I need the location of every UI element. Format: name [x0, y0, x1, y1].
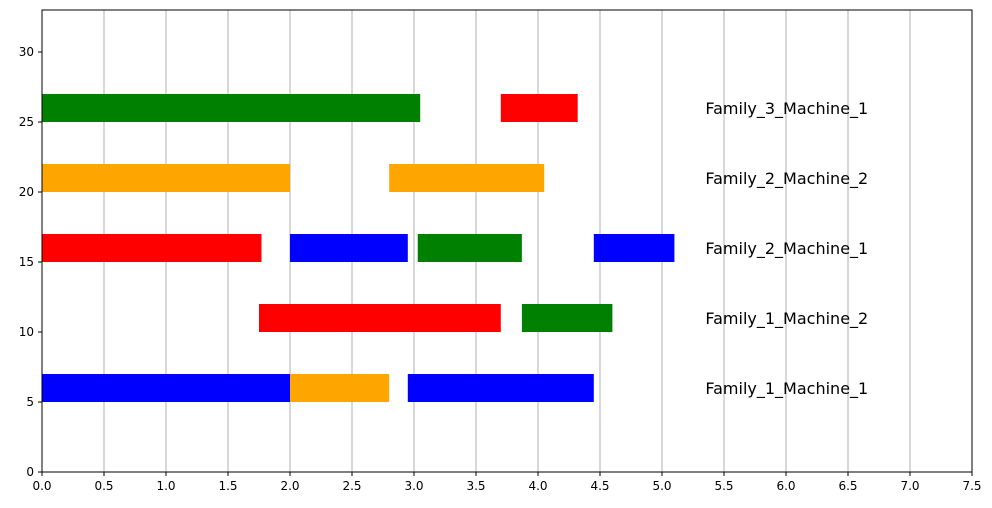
x-tick-label: 1.5 — [218, 479, 237, 493]
row-labels: Family_1_Machine_1 Family_1_Machine_2 Fami… — [705, 99, 868, 399]
x-tick-label: 4.0 — [528, 479, 547, 493]
x-tick-label: 2.0 — [280, 479, 299, 493]
task-bar — [389, 164, 545, 192]
task-bar — [500, 94, 578, 122]
x-axis: 0.0 0.5 1.0 1.5 2.0 2.5 3.0 3.5 4.0 4.5 5.0 5.5 6.0 6… — [32, 472, 982, 493]
task-bars — [42, 94, 675, 402]
y-tick-label: 20 — [19, 185, 34, 199]
task-bar — [42, 234, 262, 262]
y-tick-label: 15 — [19, 255, 34, 269]
x-tick-label: 6.0 — [776, 479, 795, 493]
y-axis: 0 5 10 15 20 25 30 — [19, 45, 42, 479]
task-bar — [42, 164, 290, 192]
x-tick-label: 6.5 — [838, 479, 857, 493]
x-tick-label: 3.0 — [404, 479, 423, 493]
task-bar — [42, 374, 290, 402]
task-bar — [290, 374, 390, 402]
y-tick-label: 0 — [26, 465, 34, 479]
x-tick-label: 0.0 — [32, 479, 51, 493]
task-bar — [521, 304, 613, 332]
row-label: Family_2_Machine_2 — [705, 169, 868, 189]
x-tick-label: 2.5 — [342, 479, 361, 493]
y-tick-label: 30 — [19, 45, 34, 59]
row-label: Family_1_Machine_1 — [705, 379, 868, 399]
task-bar — [259, 304, 501, 332]
x-tick-label: 5.0 — [652, 479, 671, 493]
row-label: Family_1_Machine_2 — [705, 309, 868, 329]
x-tick-label: 0.5 — [94, 479, 113, 493]
task-bar — [42, 94, 421, 122]
x-tick-label: 1.0 — [156, 479, 175, 493]
y-tick-label: 25 — [19, 115, 34, 129]
task-bar — [593, 234, 675, 262]
plot-frame — [41, 9, 973, 473]
row-label: Family_2_Machine_1 — [705, 239, 868, 259]
y-tick-label: 5 — [26, 395, 34, 409]
x-tick-label: 7.0 — [900, 479, 919, 493]
y-tick-label: 10 — [19, 325, 34, 339]
row-label: Family_3_Machine_1 — [705, 99, 868, 119]
x-tick-label: 7.5 — [962, 479, 981, 493]
x-tick-label: 3.5 — [466, 479, 485, 493]
task-bar — [290, 234, 408, 262]
x-tick-label: 5.5 — [714, 479, 733, 493]
task-bar — [417, 234, 522, 262]
x-tick-label: 4.5 — [590, 479, 609, 493]
task-bar — [407, 374, 594, 402]
